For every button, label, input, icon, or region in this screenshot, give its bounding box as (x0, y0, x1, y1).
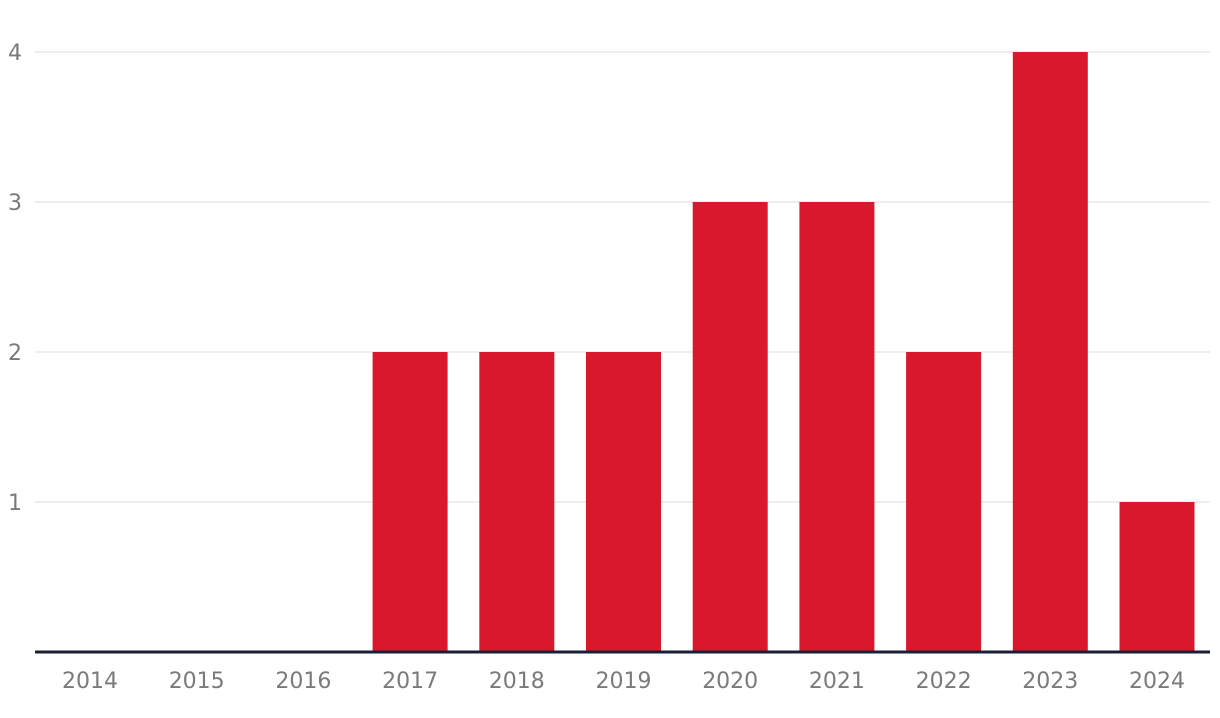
bar-2023 (1012, 52, 1088, 652)
bar-2024 (1119, 502, 1195, 652)
x-tick-label: 2022 (916, 669, 972, 694)
bar-2018 (479, 352, 555, 652)
x-tick-label: 2024 (1129, 669, 1185, 694)
y-tick-label: 2 (8, 341, 22, 366)
x-tick-label: 2016 (275, 669, 331, 694)
x-tick-label: 2020 (702, 669, 758, 694)
x-tick-label: 2017 (382, 669, 438, 694)
x-tick-label: 2021 (809, 669, 865, 694)
y-tick-label: 1 (8, 491, 22, 516)
bar-2021 (799, 202, 875, 652)
x-tick-label: 2018 (489, 669, 545, 694)
y-tick-label: 3 (8, 191, 22, 216)
x-tick-label: 2014 (62, 669, 118, 694)
y-tick-label: 4 (8, 41, 22, 66)
y-axis-tick-labels: 1 2 3 4 (8, 41, 22, 516)
bar-2020 (692, 202, 768, 652)
x-axis-tick-labels: 2014 2015 2016 2017 2018 2019 2020 2021 2022 2023… (62, 669, 1185, 694)
bar-2019 (586, 352, 661, 652)
bar-2017 (372, 352, 448, 652)
x-tick-label: 2015 (169, 669, 225, 694)
bars (372, 52, 1195, 652)
x-tick-label: 2019 (596, 669, 652, 694)
bar-2022 (906, 352, 982, 652)
x-tick-label: 2023 (1022, 669, 1078, 694)
